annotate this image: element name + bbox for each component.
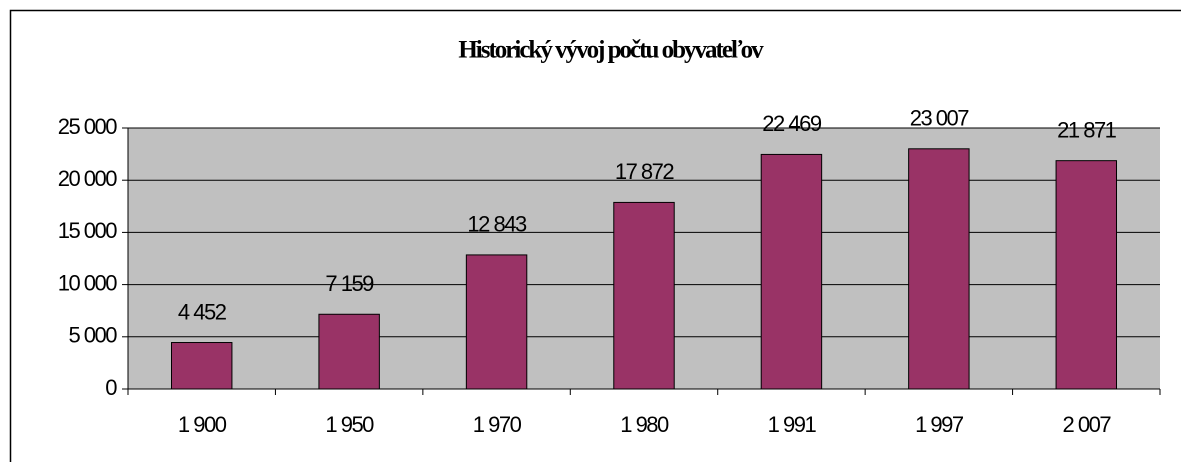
x-tick-label: 1 970 (473, 412, 522, 437)
chart-title: Historický vývoj počtu obyvateľov (458, 37, 764, 64)
bar (1055, 160, 1118, 390)
bar (908, 148, 970, 390)
data-label: 21 871 (1057, 117, 1117, 142)
y-tick-label: 15 000 (58, 218, 118, 243)
data-label: 22 469 (762, 111, 822, 136)
data-label: 17 872 (615, 159, 675, 184)
data-label: 12 843 (467, 212, 527, 237)
bar (170, 342, 233, 390)
x-tick-label: 1 900 (178, 412, 227, 437)
y-tick-label: 0 (105, 375, 117, 400)
bar (760, 153, 823, 390)
y-tick-label: 20 000 (58, 166, 118, 191)
bar (465, 254, 528, 390)
x-tick-label: 1 950 (325, 412, 374, 437)
y-tick-label: 25 000 (58, 114, 118, 139)
data-label: 7 159 (325, 271, 374, 296)
y-tick-label: 10 000 (58, 270, 118, 295)
x-tick-label: 1 980 (620, 412, 669, 437)
x-tick-label: 2 007 (1063, 412, 1112, 437)
x-tick-label: 1 997 (915, 412, 964, 437)
y-tick-label: 5 000 (68, 323, 117, 348)
bar (613, 201, 675, 390)
bar (318, 313, 380, 390)
data-label: 4 452 (178, 299, 227, 324)
x-tick-label: 1 991 (768, 412, 817, 437)
data-label: 23 007 (910, 106, 970, 131)
